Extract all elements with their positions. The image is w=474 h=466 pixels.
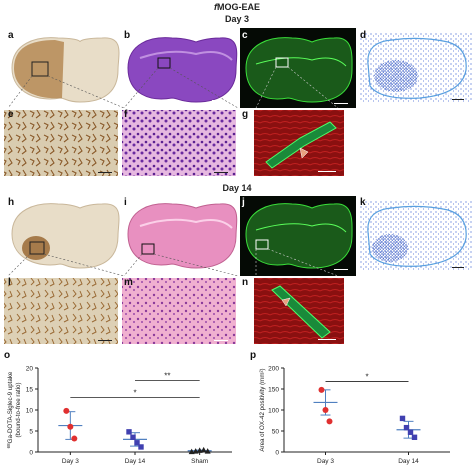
row3-sections: [7, 196, 472, 276]
panel-l-dab-zoom: [4, 278, 118, 344]
panel-n-fluor-zoom: [254, 278, 344, 344]
y-tick-label: 20: [26, 366, 34, 373]
data-point: [126, 429, 132, 435]
panel-h-dab-section: [11, 203, 120, 269]
panel-f-he-zoom: [122, 110, 236, 176]
panel-label-m: m: [124, 277, 133, 288]
y-tick-label: 15: [26, 387, 34, 394]
significance-label: **: [164, 372, 170, 381]
panel-label-j: j: [242, 197, 245, 208]
x-tick-label: Day 14: [125, 458, 146, 465]
chart-o: 0 5 10 15 20 Day 3 Day 14 Sham 68Ga-DOTA-Siglec-…: [6, 366, 232, 465]
data-point: [399, 415, 406, 422]
y-tick-label: 0: [275, 450, 279, 457]
panel-e-dab-zoom: [4, 110, 118, 176]
data-point: [134, 440, 140, 446]
panel-label-a: a: [8, 30, 14, 41]
y-axis-label: Area of OX-42 positivity (mm²): [259, 368, 266, 451]
data-point: [322, 407, 329, 413]
panel-label-i: i: [124, 197, 127, 208]
panel-j-fluorescence: [240, 196, 356, 276]
y-tick-label: 0: [29, 450, 33, 457]
panel-label-k: k: [360, 197, 366, 208]
data-point: [130, 434, 136, 440]
day3-label: Day 3: [224, 14, 250, 24]
y-axis-label-line2: (bound-to-free ratio): [15, 382, 22, 437]
data-point: [318, 386, 325, 393]
panel-a-dab-section: [11, 37, 120, 103]
data-point: [411, 434, 418, 440]
y-tick-label: 100: [268, 408, 279, 415]
x-tick-label: Day 14: [398, 458, 419, 465]
panel-k-dotmap: [359, 200, 472, 270]
data-point: [403, 424, 410, 431]
panel-label-f: f: [124, 109, 128, 120]
panel-g-fluor-zoom: [254, 110, 344, 176]
panel-label-o: o: [4, 350, 11, 361]
panel-label-h: h: [8, 197, 15, 208]
x-tick-label: Sham: [191, 458, 208, 465]
x-tick-label: Day 3: [62, 458, 79, 465]
data-point: [138, 444, 144, 450]
panel-i-he-section: [127, 203, 238, 269]
panel-label-n: n: [242, 277, 249, 288]
data-point: [200, 446, 207, 453]
row2-zooms: [4, 110, 344, 176]
data-point: [204, 448, 211, 454]
data-point: [67, 423, 74, 430]
y-tick-label: 150: [268, 387, 279, 394]
y-tick-label: 10: [26, 408, 34, 415]
figure-title: fMOG-EAE: [213, 2, 260, 12]
y-axis-label: 68Ga-DOTA-Siglec-9 uptake: [6, 371, 14, 448]
significance-label: *: [133, 388, 136, 397]
significance-label: *: [365, 372, 368, 381]
day14-label: Day 14: [222, 183, 252, 193]
panel-label-b: b: [124, 30, 131, 41]
y-tick-label: 200: [268, 366, 279, 373]
data-point: [63, 407, 70, 414]
row4-zooms: [4, 278, 344, 344]
y-tick-label: 50: [272, 429, 280, 436]
panel-label-c: c: [242, 30, 248, 41]
data-point: [326, 418, 333, 425]
row1-sections: [7, 28, 472, 108]
panel-c-fluorescence: [240, 28, 356, 108]
panel-label-e: e: [8, 109, 14, 120]
panel-label-g: g: [242, 109, 249, 120]
panel-d-dotmap: [359, 32, 472, 102]
data-point: [71, 435, 78, 442]
panel-label-d: d: [360, 30, 367, 41]
x-tick-label: Day 3: [317, 458, 334, 465]
y-tick-label: 5: [29, 429, 33, 436]
panel-b-he-section: [127, 37, 238, 103]
panel-label-p: p: [250, 350, 257, 361]
chart-p: 0 50 100 150 200 Day 3 Day 14 Area of OX-42 pos…: [259, 366, 450, 465]
panel-label-l: l: [8, 277, 11, 288]
data-point: [188, 448, 195, 455]
panel-m-he-zoom: [122, 278, 236, 344]
data-point: [196, 447, 203, 453]
data-point: [407, 429, 414, 435]
